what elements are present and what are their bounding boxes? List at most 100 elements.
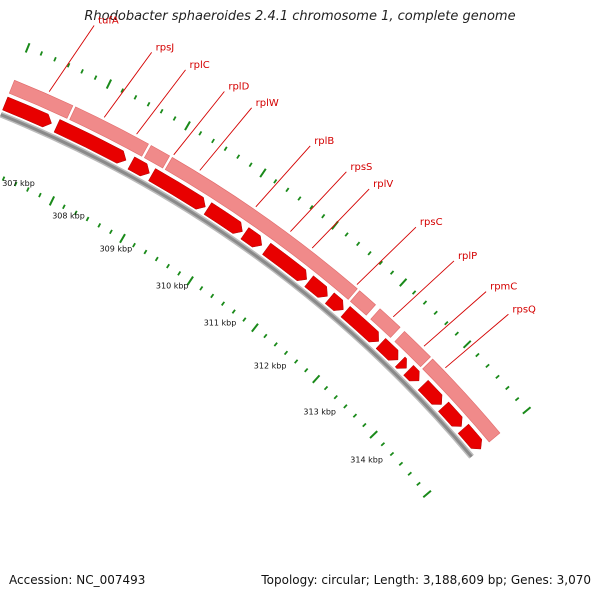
tick-mark [389, 270, 395, 275]
tick-mark [119, 233, 126, 244]
gene-label-rpsS: rpsS [350, 162, 372, 173]
tick-mark [132, 242, 136, 248]
forward-gene-arrow [262, 242, 307, 282]
tick-mark [389, 451, 395, 457]
tick-mark [399, 278, 408, 287]
forward-gene-arrow [127, 156, 150, 177]
forward-gene-arrow [375, 337, 399, 361]
gene-leader-line [255, 145, 311, 208]
scale-label: 308 kbp [52, 212, 85, 221]
gene-label-rplD: rplD [228, 82, 249, 93]
tick-mark [367, 251, 372, 256]
tick-mark [48, 195, 56, 206]
gene-leader-line [136, 69, 186, 135]
tick-mark [495, 374, 500, 379]
forward-gene-arrow [53, 119, 127, 164]
tick-mark [210, 293, 215, 299]
reverse-strand-genes [8, 79, 501, 443]
tick-mark [263, 333, 268, 339]
tick-mark [109, 229, 113, 235]
forward-gene-arrow [437, 401, 463, 427]
tick-mark [39, 51, 44, 56]
forward-gene-arrow [340, 305, 379, 343]
tick-mark [294, 359, 299, 364]
tick-mark [166, 263, 170, 269]
tick-mark [333, 394, 338, 400]
genome-summary-text: Topology: circular; Length: 3,188,609 bp… [261, 573, 591, 587]
tick-mark [304, 367, 309, 373]
tick-mark [66, 62, 71, 68]
tick-mark [321, 213, 326, 219]
tick-mark [454, 331, 459, 336]
map-title: Rhodobacter sphaeroides 2.4.1 chromosome… [84, 9, 516, 24]
gene-label-rplB: rplB [314, 136, 334, 147]
tick-mark [514, 397, 520, 402]
tick-mark [475, 352, 480, 358]
tick-mark [422, 490, 432, 498]
tick-mark [184, 120, 191, 131]
tick-mark [73, 210, 78, 216]
tick-mark [133, 94, 138, 100]
tick-mark [236, 154, 241, 160]
tick-mark [309, 204, 314, 210]
tick-mark [344, 232, 349, 237]
gene-leader-line [48, 25, 95, 92]
forward-gene-arrow [324, 292, 344, 311]
forward-gene-arrow [403, 364, 420, 382]
gene-leader-line [103, 52, 153, 118]
gene-leader-line [445, 313, 509, 369]
tick-mark [352, 413, 358, 418]
tick-mark [283, 350, 289, 356]
tick-mark [38, 192, 42, 198]
gene-leader-line [311, 188, 370, 249]
tick-mark [26, 187, 30, 192]
gene-label-rplP: rplP [458, 251, 477, 262]
tick-mark [13, 181, 18, 187]
tick-mark [362, 422, 367, 428]
scale-label: 314 kbp [350, 456, 383, 465]
tick-mark [177, 271, 182, 276]
outer-tick-track [24, 42, 532, 415]
tick-mark [444, 321, 449, 326]
scale-label: 313 kbp [303, 408, 336, 417]
tick-mark [462, 340, 472, 349]
reverse-gene-block [164, 157, 358, 300]
tick-mark [407, 471, 413, 476]
forward-gene-arrow [394, 356, 407, 369]
tick-mark [248, 162, 253, 168]
gene-label-rplC: rplC [190, 60, 210, 71]
reverse-gene-block [143, 145, 171, 169]
accession-text: Accession: NC_007493 [9, 573, 146, 587]
tick-mark [231, 309, 236, 314]
tick-mark [369, 430, 378, 439]
tick-mark [199, 285, 204, 291]
tick-mark [154, 256, 159, 262]
tick-mark [433, 310, 438, 316]
tick-mark [323, 385, 329, 391]
gene-label-tufA: tufA [98, 15, 119, 26]
tick-mark [143, 249, 148, 255]
tick-mark [273, 179, 278, 184]
tick-mark [172, 116, 177, 121]
tick-mark [24, 42, 31, 53]
reverse-gene-block [350, 290, 376, 316]
tick-mark [1, 176, 6, 182]
tick-mark [62, 204, 66, 210]
scale-label: 307 kbp [2, 179, 35, 188]
gene-leader-line [356, 226, 417, 285]
tick-mark [285, 187, 290, 193]
gene-label-rpsC: rpsC [420, 217, 443, 228]
forward-gene-arrow [203, 202, 243, 234]
tick-mark [273, 342, 278, 347]
tick-mark [105, 79, 113, 89]
tick-mark [312, 374, 321, 384]
gene-leader-line [173, 91, 225, 156]
tick-mark [522, 406, 532, 415]
reverse-gene-block [394, 331, 431, 368]
tick-mark [159, 108, 164, 114]
gene-leader-line [392, 260, 455, 318]
tick-mark [297, 196, 302, 201]
reverse-gene-block [8, 79, 74, 119]
tick-mark [251, 323, 259, 333]
